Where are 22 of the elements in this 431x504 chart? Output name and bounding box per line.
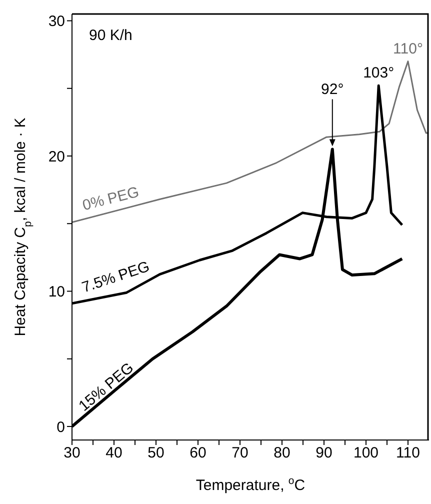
x-tick-label: 60 [190,444,206,462]
annotation: 92° [321,81,344,98]
y-tick-label: 20 [48,148,65,166]
annotation: 103° [363,64,394,82]
x-tick-label: 70 [232,444,248,462]
x-axis-title: Temperature, $^{o}$C [196,475,306,494]
x-tick-label: 50 [148,444,164,462]
x-tick-label: 110 [396,444,420,462]
text: 0% PEG [80,184,141,214]
text: 7.5% PEG [80,258,152,296]
x-tick-label: 100 [353,444,379,462]
x-tick-label: 30 [64,444,80,462]
line-series [72,60,429,224]
y-tick-label: 0 [56,418,65,436]
x-tick-label: 80 [274,444,290,462]
text: 15% PEG [76,359,138,415]
note: 90 K/h [89,27,132,44]
x-tick-label: 40 [106,444,122,462]
y-tick-label: 10 [48,284,65,301]
y-tick-label: 30 [48,13,65,30]
annotation: 110° [393,40,423,58]
x-tick-label: 90 [316,444,332,462]
